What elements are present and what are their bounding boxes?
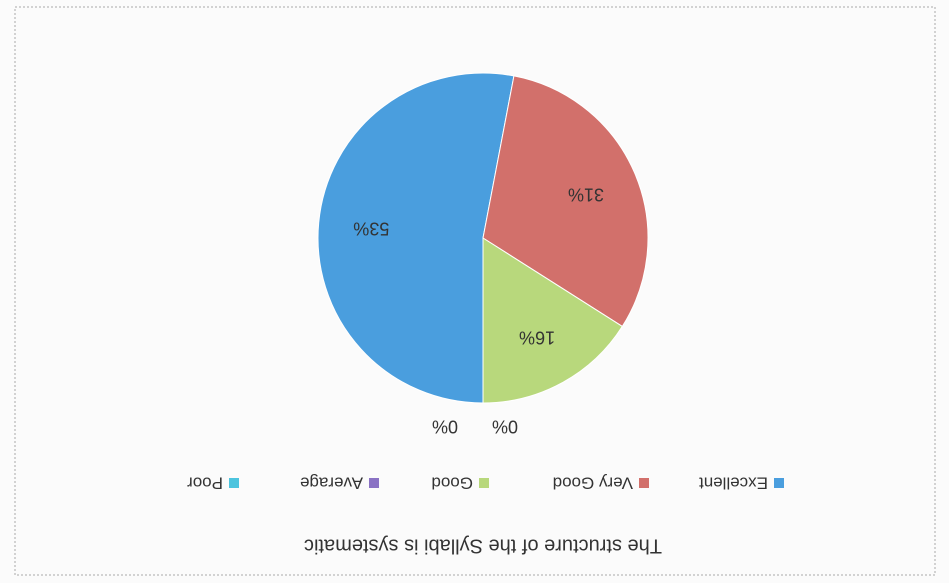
legend-swatch xyxy=(369,478,379,488)
legend-label: Good xyxy=(431,474,473,493)
pie-slice xyxy=(482,237,624,404)
chart-title: The structure of the Syllabi is systemat… xyxy=(304,535,662,557)
rotated-chart: The structure of the Syllabi is systemat… xyxy=(14,6,936,576)
frame xyxy=(14,6,936,576)
legend-swatch xyxy=(774,478,784,488)
legend-swatch xyxy=(229,478,239,488)
data-label: 0% xyxy=(432,416,458,436)
legend-label: Excellent xyxy=(699,474,768,493)
data-label: 31% xyxy=(568,185,604,205)
data-label: 16% xyxy=(519,328,555,348)
data-label: 53% xyxy=(353,219,389,239)
pie-slice xyxy=(317,72,515,404)
legend-label: Very Good xyxy=(553,474,633,493)
data-label: 0% xyxy=(492,416,518,436)
legend-label: Poor xyxy=(187,474,223,493)
legend-swatch xyxy=(639,478,649,488)
legend-label: Average xyxy=(300,474,363,493)
legend-swatch xyxy=(479,478,489,488)
